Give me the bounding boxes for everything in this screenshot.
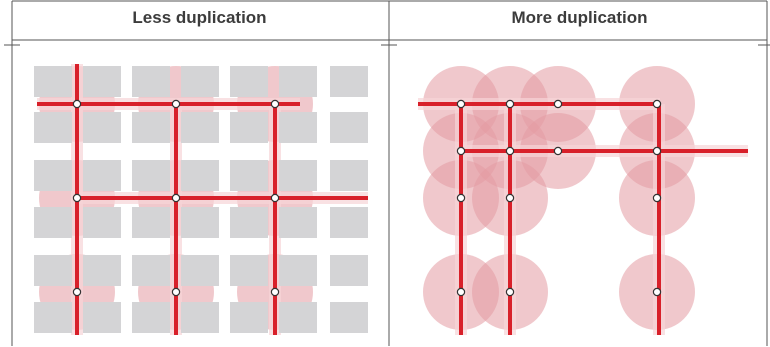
grid-tile: [83, 66, 121, 97]
grid-tile: [230, 255, 268, 286]
more-duplication-title: More duplication: [511, 8, 648, 27]
grid-tile: [132, 112, 170, 143]
grid-tile: [279, 207, 317, 238]
grid-tile: [330, 302, 368, 333]
grid-tile: [34, 160, 72, 191]
route-node: [456, 146, 466, 156]
grid-tile: [279, 66, 317, 97]
grid-tile: [181, 302, 219, 333]
grid-tile: [330, 255, 368, 286]
grid-tile: [83, 112, 121, 143]
grid-tile: [230, 207, 268, 238]
route-node: [456, 99, 466, 109]
grid-tile: [330, 160, 368, 191]
grid-tile: [83, 207, 121, 238]
grid-tile: [230, 66, 268, 97]
route-node: [652, 193, 662, 203]
grid-tile: [132, 207, 170, 238]
grid-tile: [279, 160, 317, 191]
grid-tile: [181, 66, 219, 97]
route-node: [505, 287, 515, 297]
route-nodes: [456, 99, 662, 297]
grid-tile: [230, 302, 268, 333]
route-node: [171, 99, 181, 109]
grid-tile: [34, 112, 72, 143]
route-node: [652, 287, 662, 297]
route-node: [171, 193, 181, 203]
route-node: [171, 287, 181, 297]
grid-tile: [132, 255, 170, 286]
grid-tile: [34, 255, 72, 286]
route-node: [505, 99, 515, 109]
grid-tile: [83, 160, 121, 191]
route-nodes: [72, 99, 280, 297]
route-node: [553, 99, 563, 109]
grid-tile: [181, 255, 219, 286]
grid-tile: [330, 66, 368, 97]
grid-tile: [132, 302, 170, 333]
route-node: [72, 193, 82, 203]
grid-tile: [330, 207, 368, 238]
grid-tile: [279, 112, 317, 143]
grid-tile: [83, 255, 121, 286]
more-duplication-panel: [34, 66, 748, 335]
route-node: [652, 146, 662, 156]
route-node: [270, 287, 280, 297]
grid-tile: [279, 302, 317, 333]
grid-tile: [132, 66, 170, 97]
grid-tile: [181, 112, 219, 143]
less-duplication-panel: [34, 64, 368, 335]
route-node: [72, 287, 82, 297]
tile-grid: [34, 66, 368, 333]
grid-tile: [34, 207, 72, 238]
grid-tile: [132, 160, 170, 191]
grid-tile: [83, 302, 121, 333]
less-duplication-title: Less duplication: [132, 8, 267, 27]
grid-tile: [330, 112, 368, 143]
route-node: [505, 193, 515, 203]
grid-tile: [34, 66, 72, 97]
grid-tile: [279, 255, 317, 286]
route-node: [456, 193, 466, 203]
route-node: [553, 146, 563, 156]
route-node: [652, 99, 662, 109]
grid-tile: [230, 112, 268, 143]
grid-tile: [181, 160, 219, 191]
route-node: [270, 193, 280, 203]
grid-tile: [230, 160, 268, 191]
table-borders: [4, 0, 770, 346]
route-node: [270, 99, 280, 109]
route-node: [72, 99, 82, 109]
route-node: [505, 146, 515, 156]
grid-tile: [34, 302, 72, 333]
grid-tile: [181, 207, 219, 238]
route-node: [456, 287, 466, 297]
